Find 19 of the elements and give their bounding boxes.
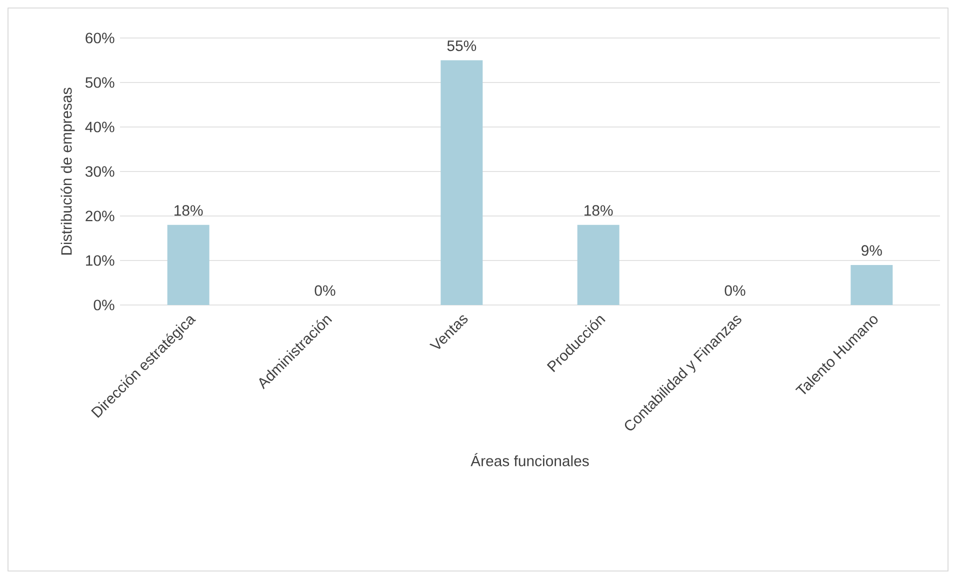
x-axis-title: Áreas funcionales [470, 453, 589, 466]
data-label: 9% [862, 245, 882, 256]
y-tick-label: 0% [94, 300, 114, 310]
data-label: 55% [447, 40, 476, 52]
data-label: 18% [584, 205, 613, 216]
data-label: 0% [724, 285, 746, 296]
y-tick-label: 20% [86, 210, 114, 222]
y-tick-label: 30% [85, 166, 114, 177]
y-tick-label: 50% [86, 77, 114, 88]
y-tick-label: 10% [86, 255, 114, 266]
y-axis-title: Distribución de empresas [60, 88, 75, 255]
y-tick-label: 60% [86, 32, 114, 44]
bar [577, 224, 620, 305]
data-label: 0% [314, 285, 336, 296]
y-tick-label: 40% [85, 122, 114, 132]
bar [440, 60, 483, 305]
data-label: 18% [174, 205, 203, 216]
bar [850, 264, 893, 305]
bar [167, 224, 210, 305]
